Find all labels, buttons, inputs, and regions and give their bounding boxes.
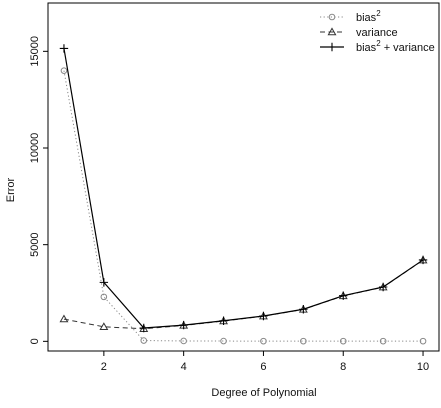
series-2-point [139, 323, 148, 333]
series-0-point [100, 293, 108, 301]
x-tick-label: 10 [417, 361, 429, 373]
y-tick-label: 0 [29, 338, 41, 344]
legend-label-2: bias2 + variance [356, 39, 435, 54]
series-2-point [378, 282, 388, 292]
series-0-point [300, 337, 307, 345]
series-2-point [99, 278, 109, 287]
series-2-point [299, 305, 308, 314]
legend-marker-2 [327, 42, 337, 52]
plot-frame [47, 2, 440, 352]
legend-marker-1 [327, 27, 337, 36]
series-0-point [339, 337, 347, 345]
series-0-point [220, 337, 227, 345]
series-2-point [219, 316, 228, 325]
axes-layer: 2 4 6 8 10 0 5000 10000 15000 [29, 2, 440, 373]
series-0-point [260, 337, 267, 345]
series-layer [59, 44, 428, 345]
y-axis-title: Error [5, 177, 17, 202]
series-1-point [59, 314, 69, 323]
y-tick-label: 10000 [29, 133, 41, 164]
y-tick-label: 5000 [29, 232, 41, 256]
x-tick-label: 2 [101, 361, 107, 373]
series-1-point [99, 322, 109, 331]
series-0-point [180, 337, 187, 345]
legend-label-1: variance [356, 27, 398, 39]
series-2-point [59, 44, 69, 53]
x-tick-label: 6 [260, 361, 266, 373]
x-tick-label: 4 [181, 361, 187, 373]
y-tick-label: 15000 [29, 36, 41, 67]
series-0-point [419, 337, 427, 345]
series-line-0 [63, 70, 424, 342]
legend-marker-0 [328, 13, 336, 21]
series-2-point [179, 320, 188, 330]
series-2-point [259, 311, 268, 321]
series-0-point [140, 337, 148, 344]
series-2-point [339, 291, 348, 300]
series-2-point [418, 255, 428, 265]
series-0-point [379, 337, 387, 345]
series-0-point [60, 67, 68, 74]
legend-label-0: bias2 [356, 9, 381, 24]
x-axis-title: Degree of Polynomial [211, 387, 316, 399]
series-line-2 [63, 48, 424, 329]
x-tick-label: 8 [340, 361, 346, 373]
